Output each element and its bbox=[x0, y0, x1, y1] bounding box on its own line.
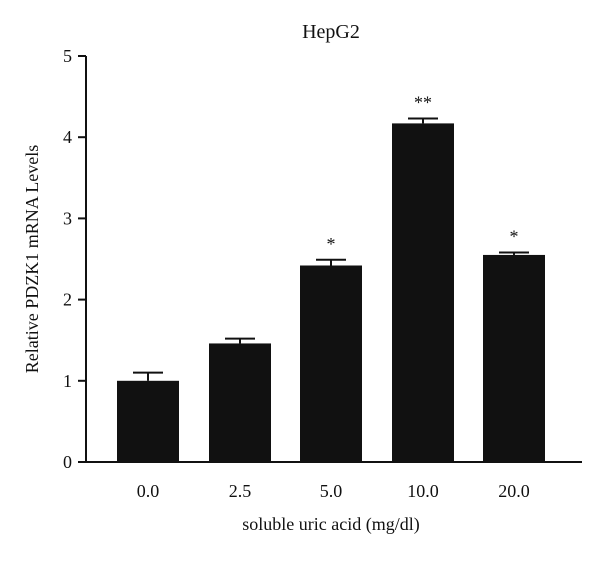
x-axis: 0.0 2.5 5.0 10.0 20.0 bbox=[85, 461, 582, 501]
bar bbox=[483, 254, 545, 462]
x-tick-label: 2.5 bbox=[229, 481, 252, 501]
bars-group: **** bbox=[117, 93, 545, 463]
chart-title: HepG2 bbox=[302, 21, 360, 43]
y-axis-label: Relative PDZK1 mRNA Levels bbox=[22, 145, 42, 373]
y-tick-label: 2 bbox=[63, 290, 72, 310]
significance-marker: * bbox=[327, 234, 336, 254]
y-tick-label: 1 bbox=[63, 371, 72, 391]
bar bbox=[117, 380, 179, 462]
x-tick-label: 0.0 bbox=[137, 481, 160, 501]
bar bbox=[209, 343, 271, 462]
bar bbox=[300, 265, 362, 462]
y-axis: 0 1 2 3 4 5 bbox=[63, 46, 87, 472]
bar bbox=[392, 123, 454, 463]
x-axis-label: soluble uric acid (mg/dl) bbox=[242, 514, 419, 535]
significance-marker: * bbox=[510, 227, 519, 247]
y-tick-label: 5 bbox=[63, 46, 72, 66]
x-tick-label: 20.0 bbox=[498, 481, 530, 501]
significance-marker: ** bbox=[414, 93, 432, 113]
x-tick-label: 5.0 bbox=[320, 481, 343, 501]
x-tick-label: 10.0 bbox=[407, 481, 439, 501]
y-tick-label: 0 bbox=[63, 452, 72, 472]
y-tick-label: 3 bbox=[63, 208, 72, 228]
y-tick-label: 4 bbox=[63, 127, 72, 147]
